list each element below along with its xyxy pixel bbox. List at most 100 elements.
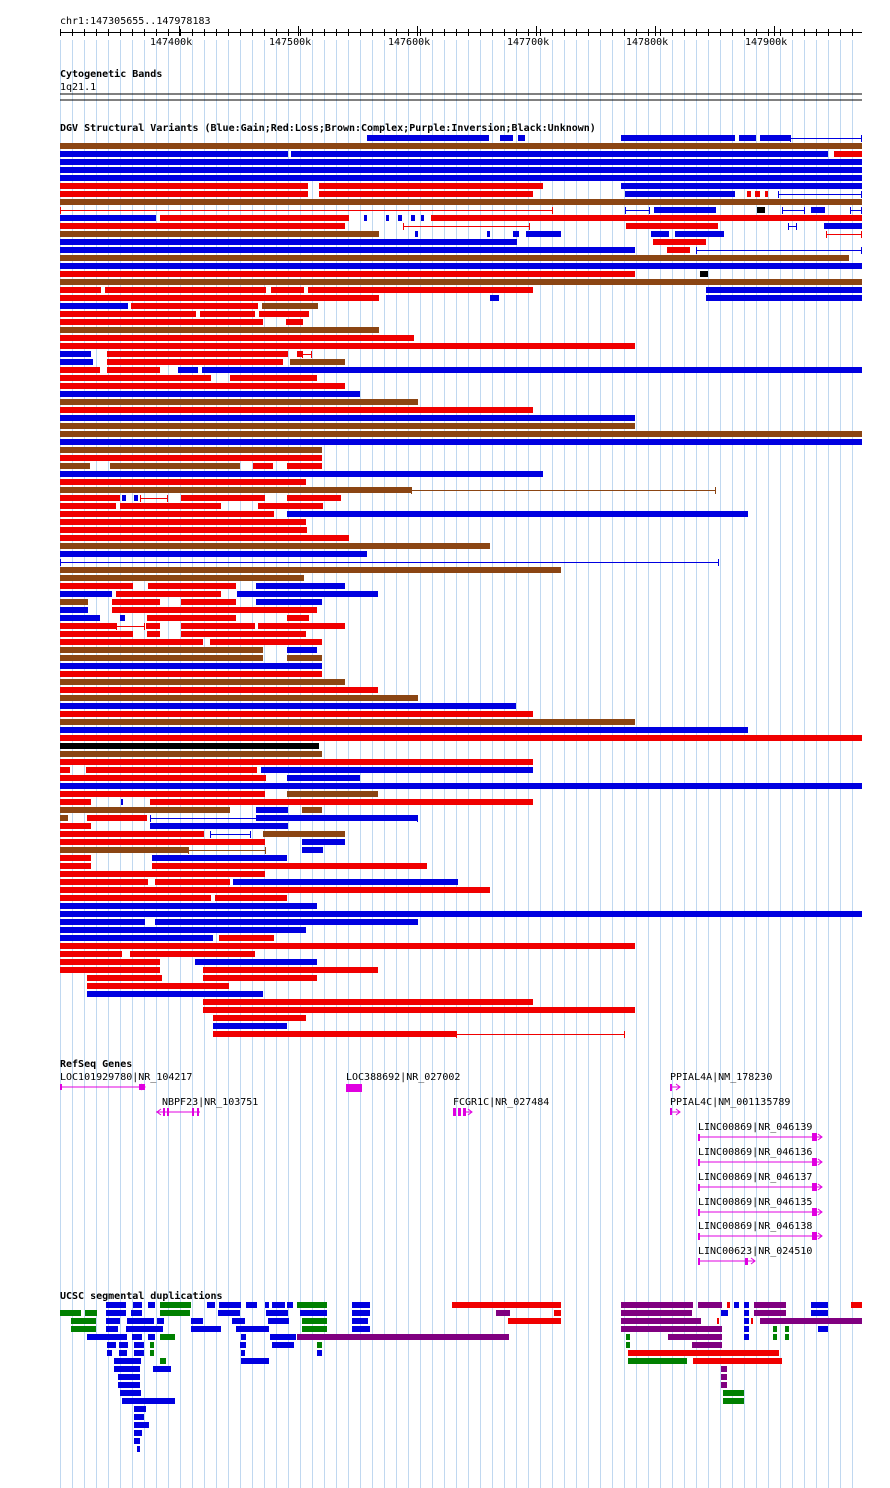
dgv-variant[interactable] [60, 367, 100, 373]
dgv-variant-endcap[interactable] [861, 135, 862, 142]
segmental-duplication[interactable] [246, 1302, 257, 1308]
segmental-duplication[interactable] [153, 1366, 171, 1372]
dgv-variant[interactable] [263, 831, 345, 837]
dgv-variant-endcap[interactable] [624, 1031, 625, 1038]
dgv-variant[interactable] [131, 303, 258, 309]
dgv-variant[interactable] [110, 463, 240, 469]
segmental-duplication[interactable] [754, 1310, 786, 1316]
dgv-variant[interactable] [811, 207, 825, 213]
dgv-variant[interactable] [86, 767, 257, 773]
gene-exon[interactable] [167, 1108, 169, 1116]
dgv-variant[interactable] [253, 463, 273, 469]
dgv-variant[interactable] [237, 591, 378, 597]
dgv-variant[interactable] [155, 919, 418, 925]
segmental-duplication[interactable] [150, 1350, 154, 1356]
dgv-variant[interactable] [160, 215, 349, 221]
gene-exon[interactable] [197, 1108, 199, 1116]
dgv-variant-endcap[interactable] [60, 207, 61, 214]
dgv-variant[interactable] [60, 391, 360, 397]
dgv-variant[interactable] [112, 607, 317, 613]
segmental-duplication[interactable] [452, 1302, 561, 1308]
dgv-variant[interactable] [60, 623, 116, 629]
dgv-variant[interactable] [60, 183, 308, 189]
dgv-variant-endcap[interactable] [861, 191, 862, 198]
dgv-variant[interactable] [755, 191, 760, 197]
dgv-variant[interactable] [60, 879, 148, 885]
dgv-variant[interactable] [654, 207, 716, 213]
dgv-variant[interactable] [60, 775, 266, 781]
dgv-variant[interactable] [60, 655, 263, 661]
dgv-variant[interactable] [60, 343, 635, 349]
dgv-variant[interactable] [60, 543, 490, 549]
segmental-duplication[interactable] [240, 1342, 246, 1348]
segmental-duplication[interactable] [751, 1318, 753, 1324]
dgv-variant[interactable] [60, 527, 307, 533]
dgv-variant[interactable] [739, 135, 756, 141]
dgv-variant-endcap[interactable] [403, 223, 404, 230]
dgv-variant[interactable] [258, 503, 323, 509]
dgv-variant[interactable] [60, 671, 322, 677]
segmental-duplication[interactable] [272, 1302, 285, 1308]
segmental-duplication[interactable] [85, 1310, 97, 1316]
dgv-variant-endcap[interactable] [311, 351, 312, 358]
dgv-variant[interactable] [60, 311, 196, 317]
segmental-duplication[interactable] [160, 1302, 191, 1308]
dgv-variant-endcap[interactable] [60, 559, 61, 566]
dgv-variant[interactable] [112, 599, 160, 605]
segmental-duplication[interactable] [191, 1326, 221, 1332]
dgv-variant[interactable] [60, 927, 306, 933]
dgv-variant[interactable] [487, 231, 490, 237]
dgv-variant-endcap[interactable] [302, 351, 303, 358]
dgv-variant[interactable] [60, 327, 379, 333]
dgv-variant[interactable] [60, 487, 411, 493]
dgv-variant[interactable] [667, 247, 690, 253]
dgv-variant-endcap[interactable] [796, 223, 797, 230]
gene-models[interactable] [60, 1083, 823, 1265]
segmental-duplication[interactable] [626, 1334, 630, 1340]
dgv-variant[interactable] [60, 319, 263, 325]
dgv-variant[interactable] [60, 751, 322, 757]
dgv-variant[interactable] [60, 503, 116, 509]
segmental-duplication[interactable] [721, 1382, 727, 1388]
segmental-duplication[interactable] [118, 1382, 140, 1388]
gene-exon[interactable] [745, 1258, 748, 1265]
dgv-variant[interactable] [230, 375, 317, 381]
dgv-variant[interactable] [60, 615, 100, 621]
dgv-variant[interactable] [60, 231, 379, 237]
segmental-duplication[interactable] [773, 1334, 777, 1340]
dgv-variant[interactable] [60, 167, 862, 173]
segmental-duplication[interactable] [317, 1350, 322, 1356]
dgv-variant[interactable] [651, 231, 669, 237]
dgv-variant[interactable] [60, 647, 263, 653]
dgv-variant[interactable] [60, 767, 70, 773]
segmental-duplication[interactable] [71, 1318, 96, 1324]
dgv-variant[interactable] [60, 903, 317, 909]
dgv-variant[interactable] [60, 663, 322, 669]
dgv-variant[interactable] [60, 567, 561, 573]
dgv-variant[interactable] [258, 623, 345, 629]
dgv-variant[interactable] [757, 207, 765, 213]
dgv-variant[interactable] [256, 599, 322, 605]
dgv-variant[interactable] [518, 135, 525, 141]
segmental-duplication[interactable] [268, 1318, 289, 1324]
dgv-variant[interactable] [302, 839, 345, 845]
dgv-variant[interactable] [411, 215, 415, 221]
segmental-duplication[interactable] [744, 1310, 749, 1316]
dgv-variant[interactable] [146, 623, 160, 629]
dgv-variant[interactable] [386, 215, 389, 221]
segmental-duplication[interactable] [811, 1302, 828, 1308]
dgv-variant-endcap[interactable] [790, 135, 791, 142]
dgv-variant[interactable] [261, 767, 533, 773]
dgv-variant[interactable] [202, 367, 862, 373]
dgv-variant[interactable] [60, 631, 133, 637]
dgv-variant[interactable] [513, 231, 519, 237]
dgv-variant[interactable] [60, 303, 128, 309]
dgv-variant[interactable] [706, 287, 862, 293]
segmental-duplication[interactable] [744, 1302, 749, 1308]
gene-exon[interactable] [812, 1158, 817, 1166]
segmental-duplication[interactable] [236, 1326, 269, 1332]
gene-exon[interactable] [812, 1208, 817, 1216]
dgv-variant[interactable] [233, 879, 458, 885]
dgv-variant[interactable] [700, 271, 708, 277]
dgv-variant[interactable] [60, 463, 90, 469]
